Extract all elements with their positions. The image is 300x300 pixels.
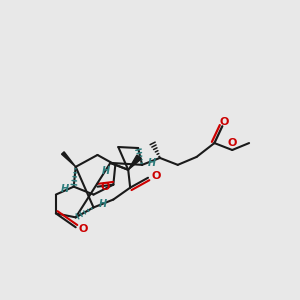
Text: O: O [101,182,110,192]
Text: O: O [220,117,229,127]
Text: O: O [79,224,88,234]
Text: H: H [148,158,156,168]
Polygon shape [61,152,76,167]
Text: O: O [151,171,160,181]
Polygon shape [128,157,141,170]
Text: O: O [227,138,237,148]
Text: H: H [101,166,110,176]
Text: H: H [61,184,69,194]
Polygon shape [128,155,139,170]
Text: H: H [98,200,106,209]
